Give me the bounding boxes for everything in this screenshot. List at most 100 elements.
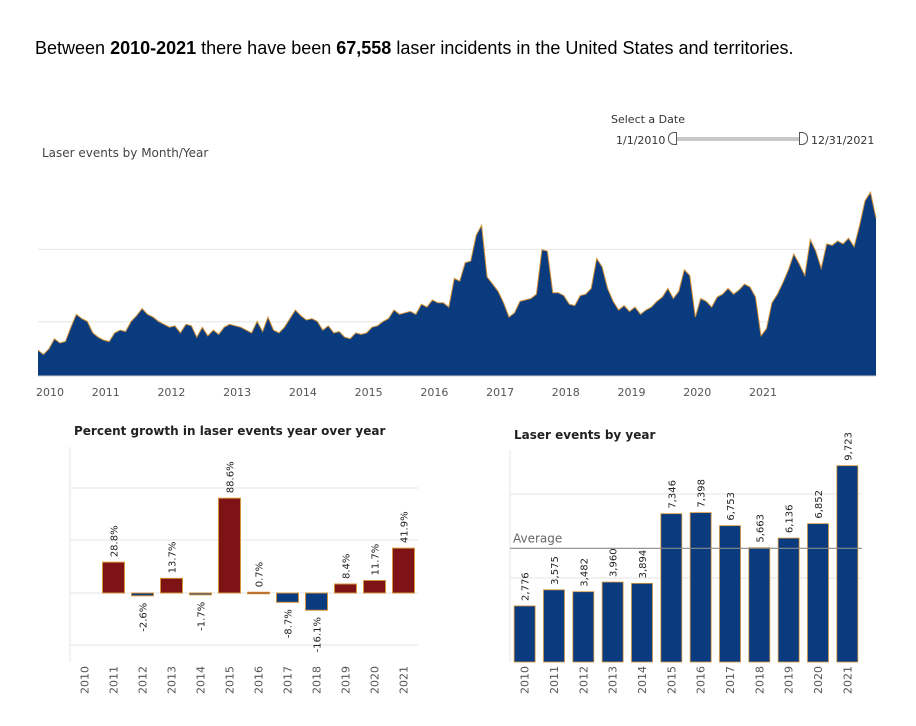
growth-x-tick-label: 2020 <box>369 666 382 694</box>
monthly-x-tick-label: 2016 <box>420 386 448 399</box>
headline-part-2: there have been <box>196 38 337 58</box>
date-filter-start-value: 1/1/2010 <box>616 134 666 147</box>
monthly-x-tick-label: 2021 <box>749 386 777 399</box>
growth-data-label: -8.7% <box>284 609 295 638</box>
growth-bar <box>189 592 212 596</box>
yearly-x-tick-label: 2016 <box>695 666 708 694</box>
growth-bar <box>247 591 270 595</box>
growth-bar <box>160 577 183 594</box>
yearly-x-tick-label: 2011 <box>548 666 561 694</box>
headline-part-3: laser incidents in the United States and… <box>391 38 794 58</box>
yearly-chart-title: Laser events by year <box>514 428 656 442</box>
monthly-x-tick-label: 2014 <box>289 386 317 399</box>
yearly-bar <box>777 537 800 663</box>
yearly-bar <box>631 582 653 663</box>
growth-data-label: -16.1% <box>313 617 324 652</box>
growth-x-tick-label: 2021 <box>398 666 411 694</box>
date-slider-start-handle[interactable] <box>668 132 677 145</box>
monthly-x-tick-label: 2015 <box>355 386 383 399</box>
yearly-data-label: 6,753 <box>726 492 737 521</box>
yearly-bar <box>572 591 595 663</box>
growth-bar <box>363 579 386 594</box>
monthly-x-tick-label: 2011 <box>92 386 120 399</box>
growth-x-tick-label: 2014 <box>195 666 208 694</box>
yearly-bar <box>689 512 712 663</box>
growth-x-tick-label: 2017 <box>282 666 295 694</box>
growth-x-tick-label: 2019 <box>340 666 353 694</box>
monthly-x-tick-label: 2018 <box>552 386 580 399</box>
headline-part-1: Between <box>35 38 111 58</box>
yearly-data-label: 7,398 <box>697 479 708 508</box>
yearly-bar <box>660 513 683 663</box>
monthly-x-tick-label: 2017 <box>486 386 514 399</box>
monthly-x-tick-label: 2020 <box>683 386 711 399</box>
yearly-bar <box>836 465 859 663</box>
growth-bar <box>305 592 328 611</box>
headline-total: 67,558 <box>336 38 392 58</box>
growth-data-label: 0.7% <box>255 562 266 587</box>
growth-x-tick-label: 2015 <box>224 666 237 694</box>
headline: Between 2010-2021 there have been 67,558… <box>35 38 794 59</box>
yearly-bar <box>807 523 829 663</box>
date-range-slider-track[interactable] <box>672 137 803 141</box>
monthly-x-tick-label: 2010 <box>36 386 64 399</box>
yearly-x-tick-label: 2010 <box>519 666 532 694</box>
date-filter-label: Select a Date <box>611 113 685 126</box>
yearly-x-tick-label: 2012 <box>577 666 590 694</box>
yearly-x-tick-label: 2013 <box>607 666 620 694</box>
growth-bar <box>131 592 154 597</box>
growth-bar <box>102 561 125 594</box>
growth-data-label: 8.4% <box>342 554 353 579</box>
yearly-data-label: 5,663 <box>755 514 766 543</box>
yearly-data-label: 3,894 <box>638 550 649 579</box>
monthly-x-tick-label: 2013 <box>223 386 251 399</box>
growth-x-tick-label: 2013 <box>166 666 179 694</box>
monthly-x-tick-label: 2019 <box>618 386 646 399</box>
monthly-area-series <box>38 192 876 376</box>
yearly-x-tick-label: 2019 <box>783 666 796 694</box>
growth-bar <box>334 583 357 594</box>
yearly-x-tick-label: 2015 <box>665 666 678 694</box>
yearly-bar <box>748 547 771 663</box>
growth-x-tick-label: 2011 <box>108 666 121 694</box>
growth-x-tick-label: 2018 <box>311 666 324 694</box>
yearly-bar <box>719 525 741 663</box>
growth-chart-title: Percent growth in laser events year over… <box>74 424 386 438</box>
yearly-data-label: 3,960 <box>609 548 620 577</box>
growth-data-label: -2.6% <box>139 603 150 632</box>
monthly-area-outline <box>37 190 877 356</box>
monthly-x-tick-label: 2012 <box>157 386 185 399</box>
yearly-data-label: 7,346 <box>667 480 678 509</box>
growth-data-label: 11.7% <box>371 544 382 576</box>
date-slider-end-handle[interactable] <box>799 132 808 145</box>
yearly-x-tick-label: 2021 <box>841 666 854 694</box>
growth-data-label: 28.8% <box>110 525 121 557</box>
yearly-bar <box>543 589 565 663</box>
monthly-chart-title: Laser events by Month/Year <box>42 146 209 160</box>
yearly-x-tick-label: 2020 <box>812 666 825 694</box>
yearly-data-label: 3,575 <box>550 556 561 585</box>
growth-bar <box>276 592 299 603</box>
growth-bar <box>218 497 241 594</box>
yearly-data-label: 6,136 <box>785 504 796 533</box>
headline-date-range: 2010-2021 <box>110 38 197 58</box>
growth-x-tick-label: 2010 <box>79 666 92 694</box>
yearly-data-label: 9,723 <box>843 432 854 461</box>
yearly-data-label: 6,852 <box>814 490 825 519</box>
yearly-x-tick-label: 2017 <box>724 666 737 694</box>
growth-bar <box>392 547 415 594</box>
yearly-x-tick-label: 2014 <box>636 666 649 694</box>
growth-data-label: 13.7% <box>168 542 179 574</box>
yearly-data-label: 2,776 <box>521 572 532 601</box>
growth-x-tick-label: 2016 <box>253 666 266 694</box>
growth-data-label: -1.7% <box>197 602 208 631</box>
yearly-x-tick-label: 2018 <box>753 666 766 694</box>
yearly-bar <box>513 605 536 663</box>
growth-data-label: 88.6% <box>226 461 237 493</box>
yearly-data-label: 3,482 <box>579 558 590 587</box>
average-line-label: Average <box>513 531 562 545</box>
growth-data-label: 41.9% <box>400 511 411 543</box>
growth-x-tick-label: 2012 <box>137 666 150 694</box>
yearly-bar <box>601 581 624 663</box>
